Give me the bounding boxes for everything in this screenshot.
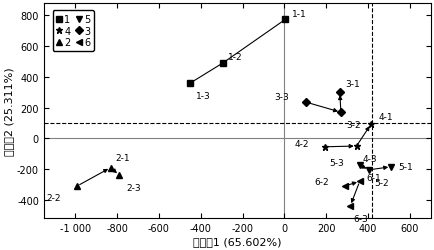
Text: 3-2: 3-2	[345, 121, 360, 130]
Text: 3-3: 3-3	[274, 93, 289, 102]
Text: 6-3: 6-3	[352, 214, 367, 223]
Text: 1-1: 1-1	[292, 10, 306, 19]
Text: 6-1: 6-1	[366, 173, 381, 182]
Text: 4-3: 4-3	[361, 154, 376, 163]
Text: 6-2: 6-2	[314, 178, 329, 186]
Text: 5-1: 5-1	[397, 162, 412, 172]
Y-axis label: 主成分2 (25.311%): 主成分2 (25.311%)	[4, 67, 14, 155]
Text: 1-2: 1-2	[228, 52, 242, 62]
Legend: 1, 4, 2, 5, 3, 6: 1, 4, 2, 5, 3, 6	[53, 11, 94, 52]
Text: 5-2: 5-2	[374, 178, 388, 187]
Text: 2-2: 2-2	[46, 193, 61, 202]
X-axis label: 主成分1 (65.602%): 主成分1 (65.602%)	[193, 236, 281, 246]
Text: 2-1: 2-1	[115, 154, 129, 163]
Text: 2-3: 2-3	[126, 184, 140, 192]
Text: 4-1: 4-1	[377, 113, 392, 122]
Text: 4-2: 4-2	[294, 140, 309, 149]
Text: 5-3: 5-3	[329, 158, 343, 167]
Text: 1-3: 1-3	[195, 92, 210, 101]
Text: 3-1: 3-1	[345, 80, 359, 89]
